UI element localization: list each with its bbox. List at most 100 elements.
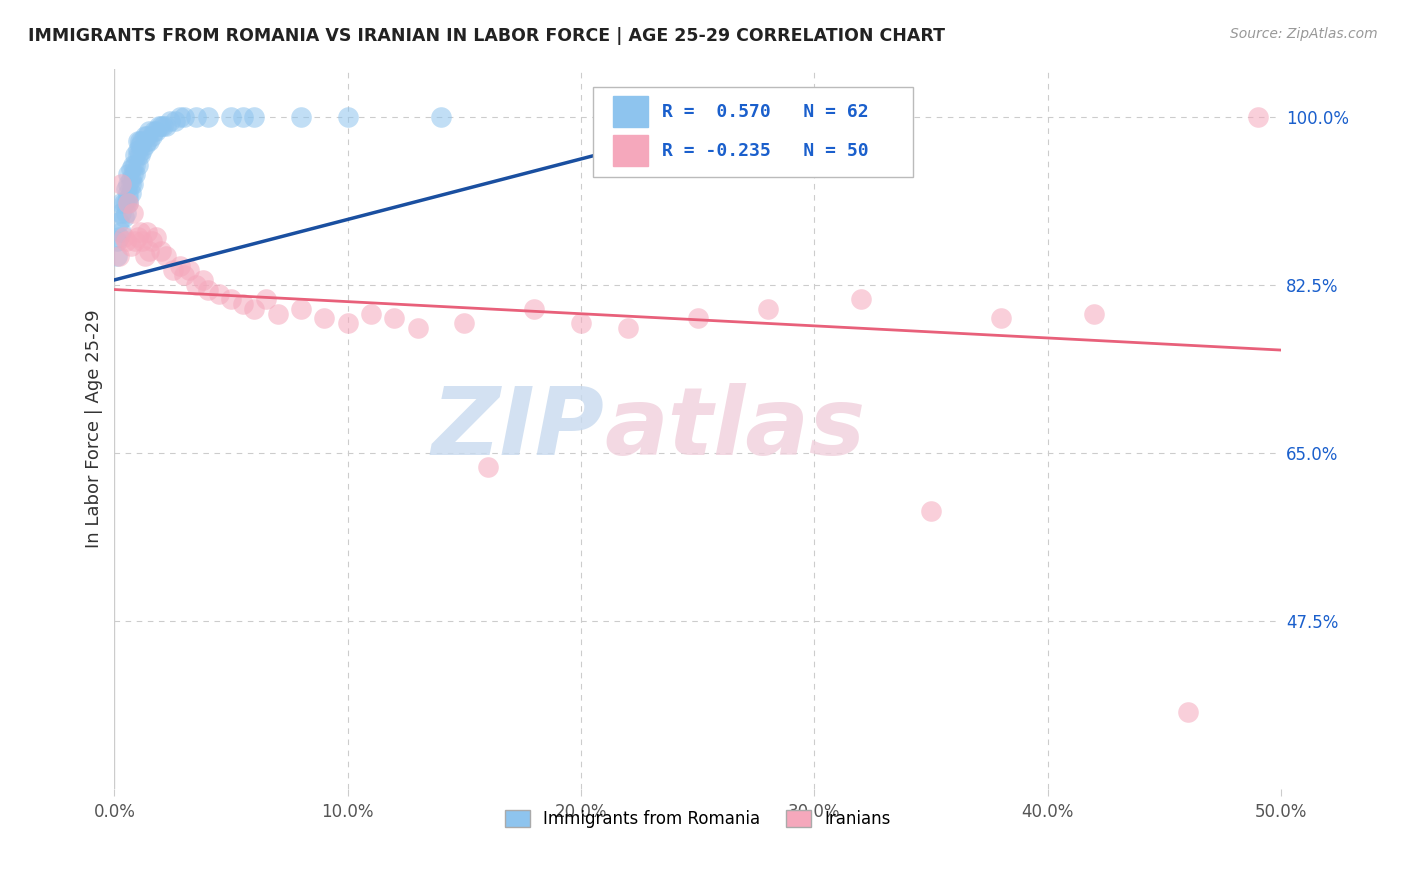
Point (138, 244, 160, 258)
Text: IMMIGRANTS FROM ROMANIA VS IRANIAN IN LABOR FORCE | AGE 25-29 CORRELATION CHART: IMMIGRANTS FROM ROMANIA VS IRANIAN IN LA… (28, 27, 945, 45)
Point (145, 229, 167, 244)
Text: ZIP: ZIP (432, 383, 605, 475)
Point (129, 225, 152, 239)
Point (141, 128, 163, 143)
Point (122, 158, 145, 172)
Point (120, 162, 142, 177)
Point (138, 124, 160, 138)
Point (117, 177, 139, 191)
Point (110, 225, 132, 239)
Point (314, 311, 336, 326)
Point (267, 307, 290, 321)
Point (290, 110, 312, 124)
Point (110, 205, 132, 219)
Point (173, 268, 195, 282)
Point (136, 225, 159, 239)
Point (430, 110, 453, 124)
Point (105, 235, 128, 249)
Point (129, 148, 152, 162)
FancyBboxPatch shape (593, 87, 914, 177)
Text: Source: ZipAtlas.com: Source: ZipAtlas.com (1230, 27, 1378, 41)
Point (169, 259, 191, 273)
Point (152, 119, 174, 133)
Point (336, 110, 359, 124)
Point (477, 460, 499, 475)
Point (108, 249, 131, 263)
Point (920, 503, 942, 517)
Point (131, 235, 153, 249)
Point (138, 134, 160, 148)
Point (208, 287, 231, 301)
Point (122, 205, 145, 219)
Point (219, 292, 242, 306)
Point (124, 235, 146, 249)
Point (232, 297, 254, 311)
Point (177, 263, 200, 277)
Legend: Immigrants from Romania, Iranians: Immigrants from Romania, Iranians (499, 804, 897, 835)
Point (616, 321, 638, 335)
Point (136, 128, 159, 143)
Point (110, 177, 132, 191)
Point (382, 311, 405, 326)
Point (290, 301, 312, 316)
Point (112, 196, 135, 211)
Point (120, 186, 142, 201)
Point (108, 229, 131, 244)
Point (150, 244, 173, 258)
Point (406, 321, 429, 335)
Point (127, 158, 149, 172)
Point (117, 196, 139, 211)
Point (686, 311, 709, 326)
Point (243, 301, 266, 316)
Point (453, 316, 475, 330)
Point (136, 134, 159, 148)
Point (122, 167, 145, 181)
Point (108, 215, 131, 229)
Point (129, 134, 152, 148)
Point (155, 119, 177, 133)
Point (990, 311, 1012, 326)
Point (173, 110, 195, 124)
Point (117, 191, 139, 205)
Point (1083, 307, 1105, 321)
Point (155, 249, 177, 263)
Point (117, 196, 139, 211)
Point (124, 167, 146, 181)
Point (120, 239, 142, 253)
Point (569, 316, 592, 330)
Point (117, 167, 139, 181)
Point (131, 134, 153, 148)
Point (112, 229, 135, 244)
Point (134, 249, 156, 263)
Point (523, 301, 546, 316)
Point (112, 211, 135, 225)
Point (120, 177, 142, 191)
FancyBboxPatch shape (613, 96, 648, 128)
Point (159, 114, 181, 128)
Point (191, 273, 214, 287)
Point (127, 143, 149, 157)
Point (184, 277, 207, 292)
Point (129, 138, 152, 153)
Text: atlas: atlas (605, 383, 866, 475)
Point (336, 316, 359, 330)
Point (197, 283, 219, 297)
Point (145, 124, 167, 138)
Point (148, 119, 170, 133)
Point (115, 181, 138, 195)
Point (1177, 706, 1199, 720)
Point (169, 110, 191, 124)
Text: R = -0.235   N = 50: R = -0.235 N = 50 (661, 142, 868, 160)
FancyBboxPatch shape (613, 136, 648, 167)
Point (131, 143, 153, 157)
Point (219, 110, 242, 124)
Point (1246, 110, 1268, 124)
Point (115, 235, 138, 249)
Point (849, 292, 872, 306)
Point (162, 263, 184, 277)
Point (122, 177, 145, 191)
Point (165, 114, 187, 128)
Point (117, 186, 139, 201)
Point (150, 119, 173, 133)
Text: R =  0.570   N = 62: R = 0.570 N = 62 (661, 103, 868, 121)
